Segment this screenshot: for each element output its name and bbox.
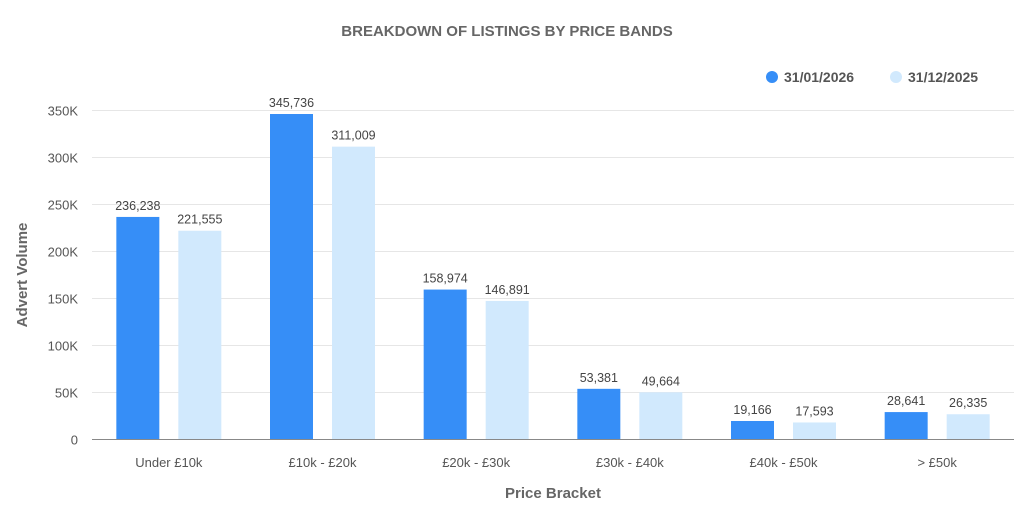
bar-series-1[interactable] <box>270 114 313 439</box>
bar-series-1[interactable] <box>423 289 467 439</box>
bar-series-2[interactable] <box>332 146 375 439</box>
legend-item-series-1[interactable]: 31/01/2026 <box>766 69 854 85</box>
data-label: 158,974 <box>423 272 468 286</box>
y-tick-label: 0 <box>71 433 78 448</box>
y-tick-label: 350K <box>48 104 79 119</box>
data-label: 311,009 <box>331 129 375 143</box>
bar-series-1[interactable] <box>116 216 160 439</box>
y-tick-label: 250K <box>48 198 79 213</box>
y-tick-label: 200K <box>48 245 79 260</box>
x-tick-label: £30k - £40k <box>596 455 664 470</box>
legend-marker-series-2 <box>890 71 902 83</box>
x-tick-label: Under £10k <box>135 455 203 470</box>
x-tick-label: > £50k <box>917 455 957 470</box>
data-label: 19,166 <box>733 403 771 417</box>
x-tick-label: £10k - £20k <box>289 455 357 470</box>
bar-series-1[interactable] <box>731 420 774 439</box>
legend-marker-series-1 <box>766 71 778 83</box>
data-label: 345,736 <box>269 96 314 110</box>
data-label: 49,664 <box>642 374 680 388</box>
bar-series-1[interactable] <box>884 412 928 439</box>
legend: 31/01/2026 31/12/2025 <box>766 69 978 85</box>
x-axis-title: Price Bracket <box>505 485 601 502</box>
bar-series-2[interactable] <box>946 414 990 439</box>
data-label: 28,641 <box>887 394 925 408</box>
legend-item-series-2[interactable]: 31/12/2025 <box>890 69 978 85</box>
data-label: 146,891 <box>485 283 530 297</box>
bar-series-2[interactable] <box>639 392 683 439</box>
y-tick-label: 50K <box>55 386 78 401</box>
x-tick-label: £20k - £30k <box>442 455 510 470</box>
chart-title: BREAKDOWN OF LISTINGS BY PRICE BANDS <box>341 23 672 40</box>
legend-label-series-2: 31/12/2025 <box>908 69 978 85</box>
y-tick-label: 150K <box>48 292 79 307</box>
y-tick-label: 300K <box>48 151 79 166</box>
data-label: 26,335 <box>949 396 987 410</box>
bar-series-2[interactable] <box>178 230 222 439</box>
y-axis-title: Advert Volume <box>14 223 31 328</box>
y-tick-label: 100K <box>48 339 79 354</box>
data-label: 221,555 <box>177 213 222 227</box>
data-label: 17,593 <box>795 404 833 418</box>
x-tick-label: £40k - £50k <box>750 455 818 470</box>
legend-label-series-1: 31/01/2026 <box>784 69 854 85</box>
data-label: 236,238 <box>115 199 160 213</box>
bar-series-2[interactable] <box>793 422 836 439</box>
bar-series-1[interactable] <box>577 388 621 439</box>
data-label: 53,381 <box>580 371 618 385</box>
bar-series-2[interactable] <box>485 300 529 439</box>
